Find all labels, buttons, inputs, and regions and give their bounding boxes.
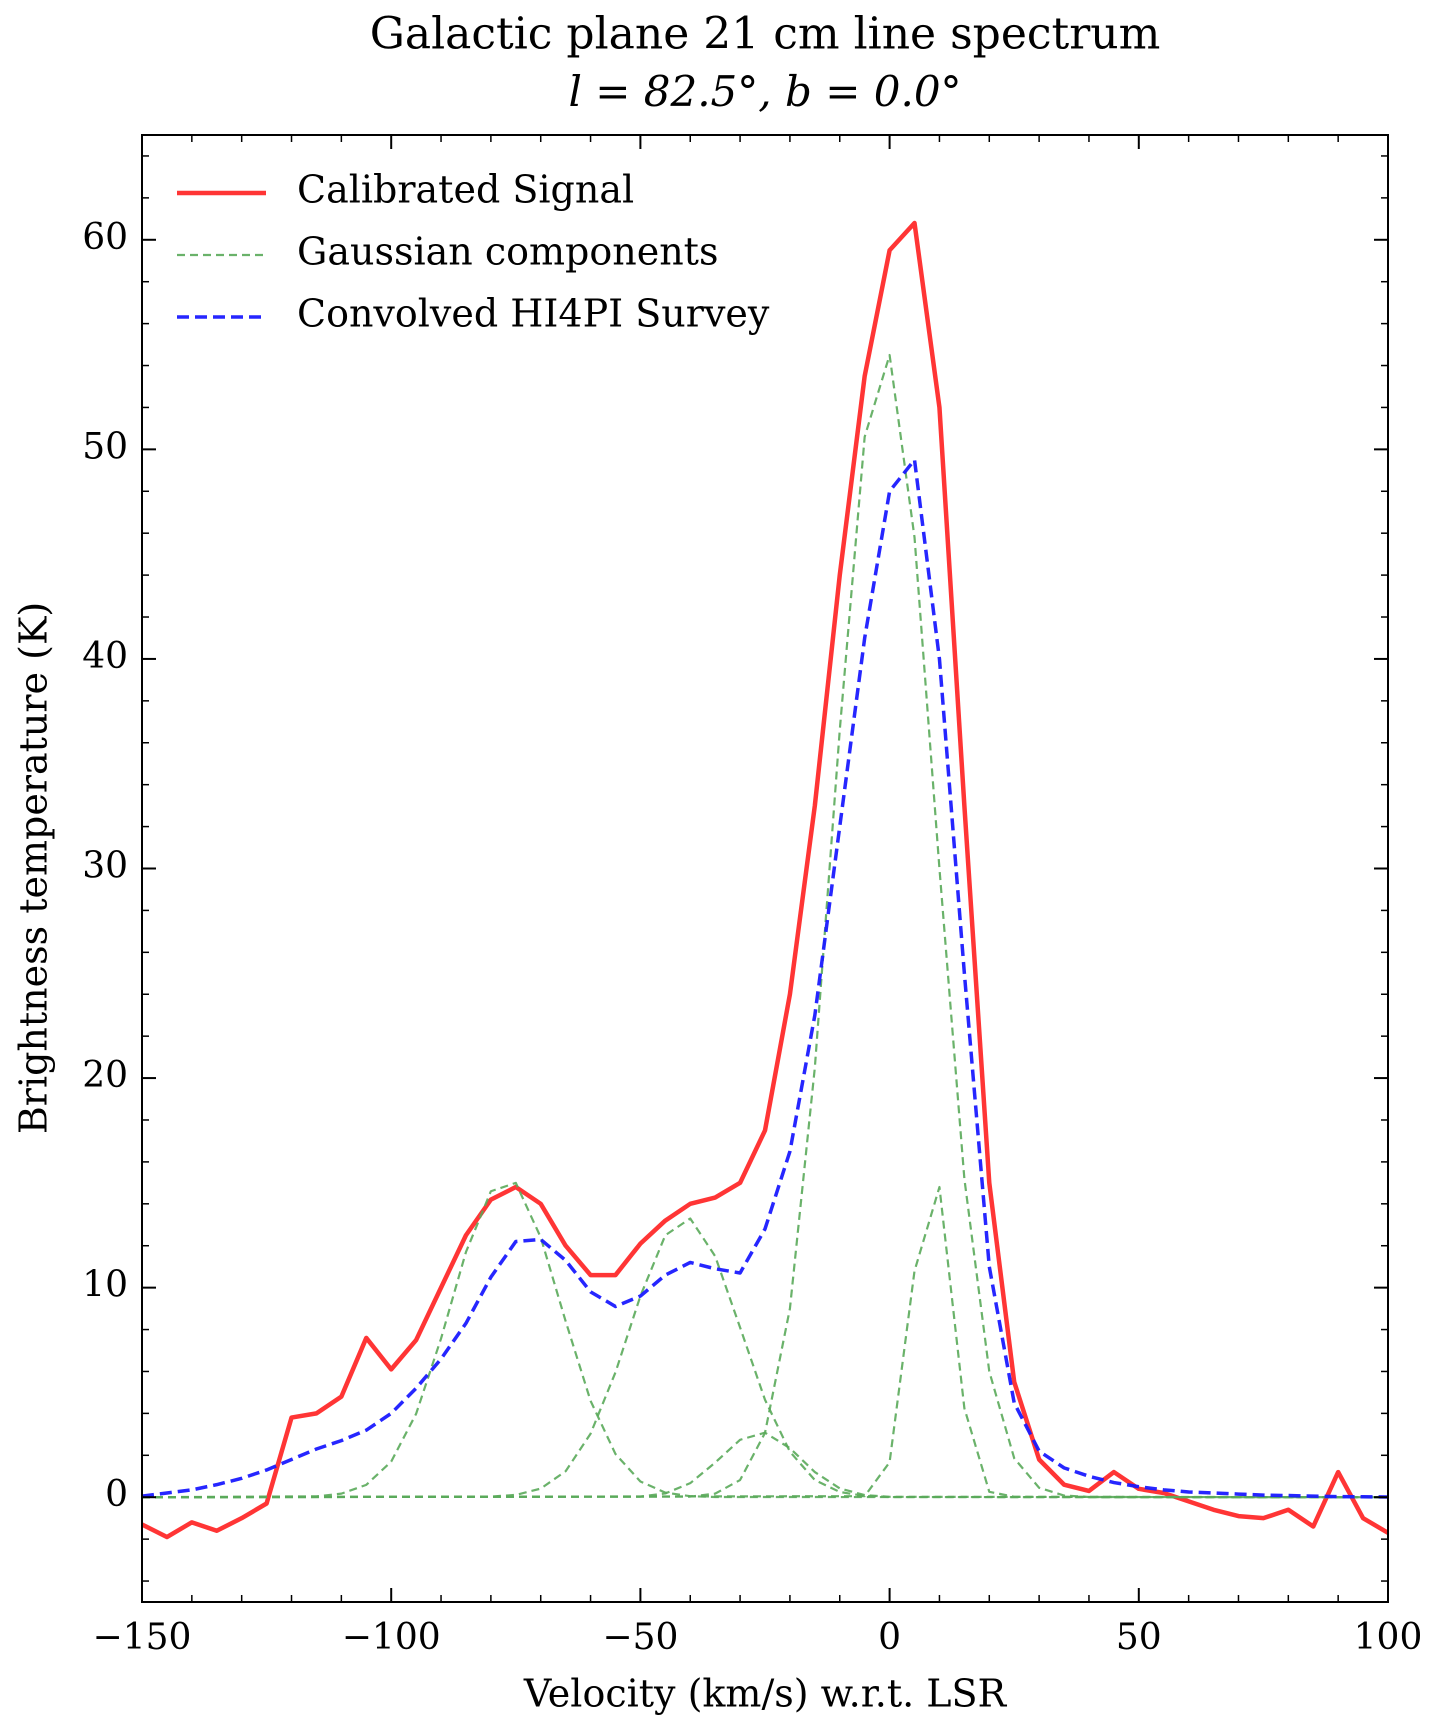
x-tick-label: 100	[1354, 1617, 1423, 1658]
gaussian-component	[142, 1431, 1388, 1499]
x-tick-label: 50	[1116, 1617, 1162, 1658]
x-tick-label: −50	[602, 1617, 678, 1658]
x-axis-label: Velocity (km/s) w.r.t. LSR	[523, 1672, 1008, 1716]
plot-area	[142, 220, 1388, 1540]
x-tick-label: −100	[342, 1617, 441, 1658]
legend-label: Convolved HI4PI Survey	[297, 292, 770, 336]
gaussian-component	[142, 353, 1388, 1499]
y-axis-label: Brightness temperature (K)	[12, 602, 56, 1134]
legend-label: Gaussian components	[297, 230, 718, 274]
series-line	[142, 458, 1388, 1499]
y-tick-label: 30	[82, 846, 128, 887]
plot-frame	[141, 134, 1389, 1603]
chart-subtitle: l = 82.5°, b = 0.0°	[568, 67, 961, 116]
gaussian-component	[142, 1217, 1388, 1499]
y-tick-label: 40	[82, 636, 128, 677]
gaussian-component	[142, 1185, 1388, 1499]
y-tick-label: 60	[82, 217, 128, 258]
x-tick-label: −150	[93, 1617, 192, 1658]
legend-label: Calibrated Signal	[297, 168, 634, 212]
y-tick-label: 10	[82, 1265, 128, 1306]
y-tick-label: 20	[82, 1055, 128, 1096]
y-tick-label: 0	[105, 1474, 128, 1515]
y-tick-label: 50	[82, 426, 128, 467]
x-tick-label: 0	[878, 1617, 901, 1658]
series-line	[142, 220, 1388, 1540]
chart-title: Galactic plane 21 cm line spectrum	[370, 9, 1161, 60]
